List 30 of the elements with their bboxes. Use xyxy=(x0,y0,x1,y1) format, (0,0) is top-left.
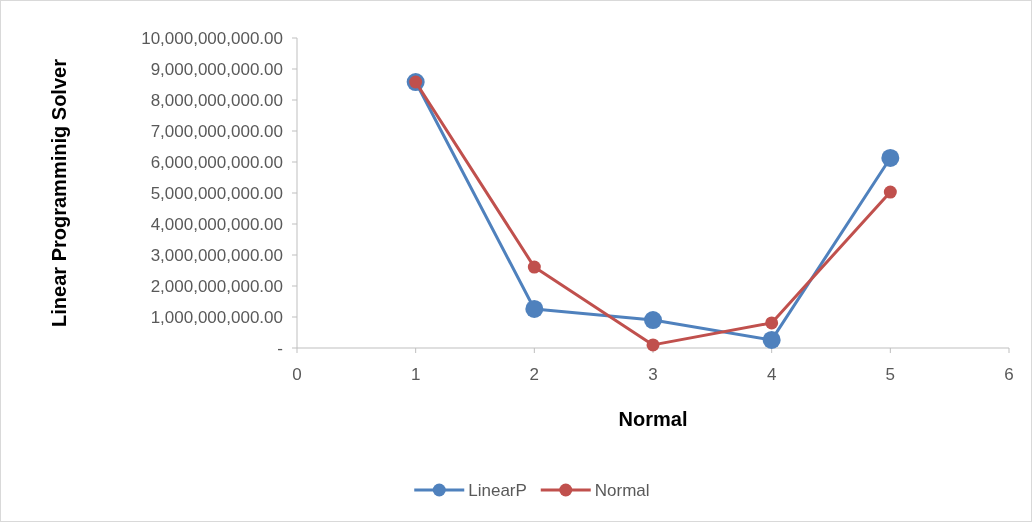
y-tick-label: - xyxy=(277,338,283,358)
y-tick-label: 5,000,000,000.00 xyxy=(150,183,283,203)
point xyxy=(525,299,544,318)
y-tick-label: 8,000,000,000.00 xyxy=(150,90,283,110)
x-tick-label: 2 xyxy=(529,365,540,384)
x-tick-label: 3 xyxy=(648,365,658,384)
point xyxy=(762,330,781,349)
x-axis-title: Normal xyxy=(618,408,688,430)
y-tick-label: 7,000,000,000.00 xyxy=(150,121,283,141)
point xyxy=(646,338,660,352)
x-tick-label: 6 xyxy=(1004,365,1014,384)
x-tick-label: 4 xyxy=(766,365,777,384)
point xyxy=(644,311,662,330)
legend-label: LinearP xyxy=(468,480,527,500)
y-tick-label: 6,000,000,000.00 xyxy=(150,152,283,172)
y-tick-label: 9,000,000,000.00 xyxy=(150,59,283,79)
point xyxy=(881,148,900,167)
x-tick-label: 0 xyxy=(292,365,302,384)
x-tick-label: 5 xyxy=(885,365,896,384)
y-axis-title: Linear Programminig Solver xyxy=(48,58,70,327)
y-tick-label: 3,000,000,000.00 xyxy=(150,245,283,265)
point xyxy=(527,260,541,274)
y-tick-label: 2,000,000,000.00 xyxy=(150,276,283,296)
point xyxy=(765,316,779,330)
point xyxy=(883,185,897,199)
y-tick-label: 4,000,000,000.00 xyxy=(150,214,283,234)
x-tick-label: 1 xyxy=(410,365,421,384)
y-tick-label: 10,000,000,000.00 xyxy=(141,28,283,48)
legend-label: Normal xyxy=(594,480,650,500)
y-tick-label: 1,000,000,000.00 xyxy=(150,307,283,327)
